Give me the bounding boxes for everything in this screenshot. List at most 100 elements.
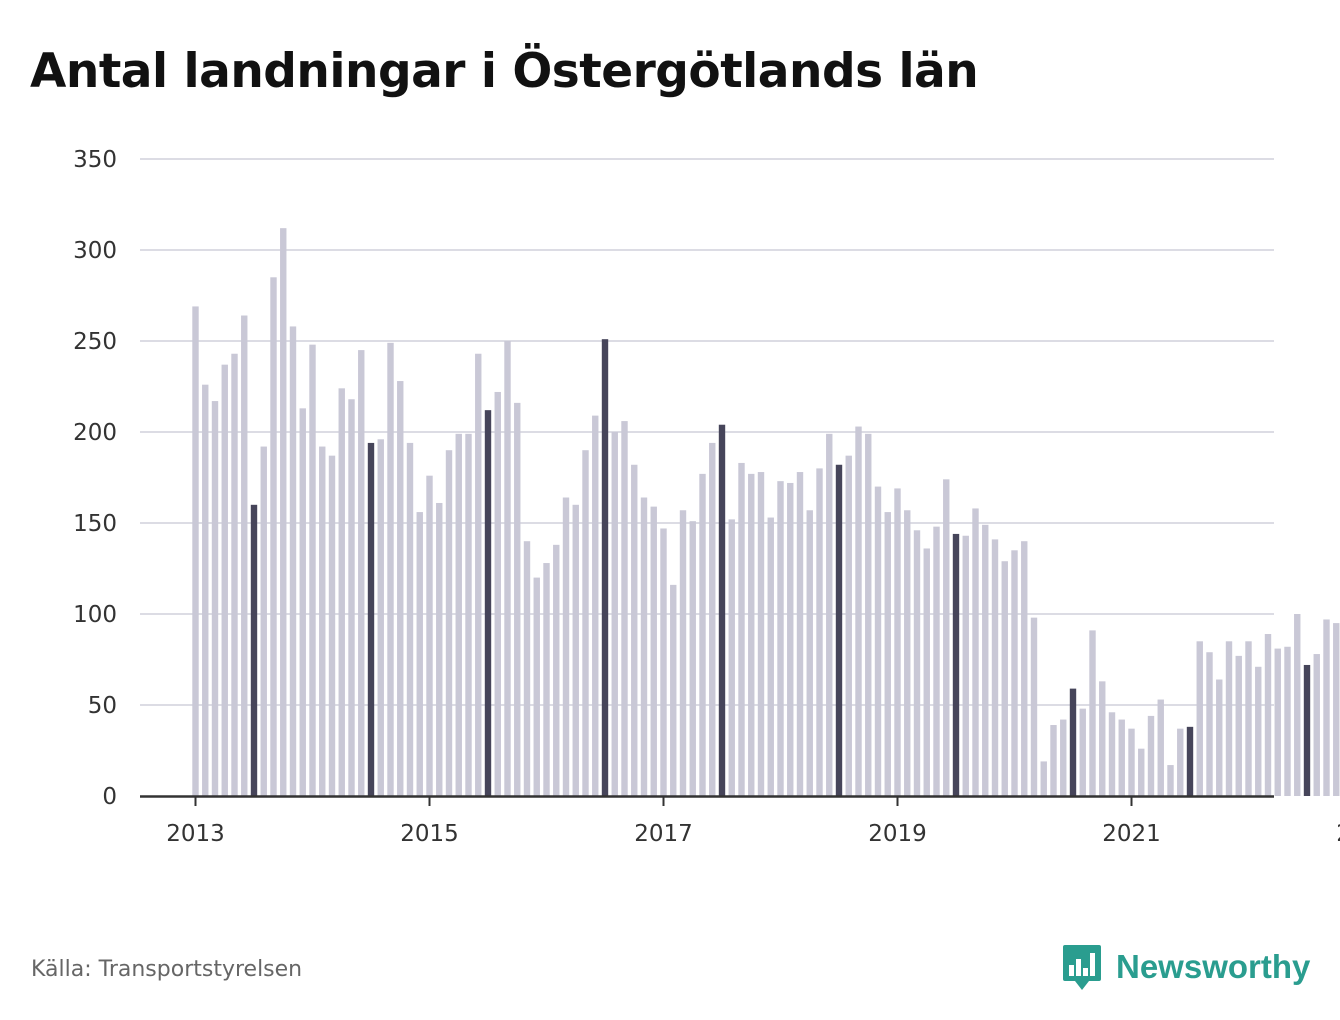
bar (289, 326, 297, 796)
bar (1001, 561, 1008, 796)
bar (592, 415, 599, 796)
brand-name: Newsworthy (1116, 948, 1311, 985)
bar (1089, 630, 1096, 796)
bar (562, 497, 570, 796)
bar (299, 408, 306, 796)
bar (1196, 641, 1203, 796)
bar (328, 455, 336, 796)
bar (738, 462, 745, 796)
y-tick-label: 250 (73, 329, 117, 355)
source-note: Källa: Transportstyrelsen (31, 957, 303, 982)
bar (1313, 654, 1320, 796)
bar (309, 344, 316, 796)
bar (826, 433, 833, 796)
bar (611, 432, 618, 796)
bar (660, 528, 667, 796)
bar (1167, 765, 1174, 796)
y-axis-labels: 0 50 100 150 200 250 300 350 (73, 147, 117, 810)
bar (1138, 748, 1145, 796)
bar (270, 277, 277, 796)
bar (445, 450, 453, 796)
bar (348, 399, 355, 796)
bar (582, 450, 589, 796)
bar (718, 424, 726, 796)
bar (533, 577, 540, 796)
bar (1099, 681, 1106, 796)
bar (426, 475, 433, 796)
y-tick-label: 50 (88, 693, 117, 719)
bar (1118, 719, 1125, 796)
bar (709, 442, 716, 796)
bar (1060, 719, 1067, 796)
bar (933, 526, 940, 796)
bar (835, 464, 843, 796)
bar (1235, 655, 1242, 796)
bar (972, 508, 979, 796)
bar (952, 533, 960, 796)
bar (250, 504, 258, 796)
x-tick-label: 2021 (1102, 821, 1161, 847)
bar (1040, 761, 1047, 796)
bar (1255, 666, 1262, 796)
x-tick-label: 2019 (868, 821, 927, 847)
bar (1128, 728, 1135, 796)
bar (221, 364, 228, 796)
bar (767, 517, 774, 796)
bar (601, 339, 609, 796)
bar (1186, 726, 1194, 796)
x-axis: 2013 2015 2017 2019 2021 2023 (140, 795, 1340, 847)
bar (494, 391, 501, 796)
bar (982, 524, 989, 796)
bar (670, 584, 677, 796)
x-tick-label: 2013 (166, 821, 225, 847)
brand-logo: Newsworthy (1062, 942, 1310, 992)
bar (241, 315, 248, 796)
bar (202, 384, 209, 796)
y-tick-label: 0 (102, 784, 117, 810)
bar (1225, 641, 1233, 796)
bar (504, 341, 511, 796)
bar (1333, 623, 1340, 796)
bar (787, 482, 794, 796)
bar (943, 479, 950, 796)
y-tick-label: 150 (73, 511, 117, 537)
bar (1245, 641, 1252, 796)
bar (1177, 728, 1184, 796)
bar (484, 410, 492, 796)
bar (572, 504, 579, 796)
bar (748, 473, 755, 796)
y-tick-label: 300 (73, 238, 117, 264)
bar (338, 388, 345, 796)
bar (650, 506, 657, 796)
y-tick-label: 100 (73, 602, 117, 628)
bars (192, 228, 1340, 796)
bar (523, 541, 531, 796)
bar (689, 521, 696, 796)
bar (397, 381, 404, 796)
bar (631, 464, 638, 796)
bar (874, 486, 882, 796)
bar (991, 539, 999, 796)
bar (1274, 648, 1281, 796)
bar (406, 442, 414, 796)
bar (1157, 699, 1164, 796)
bar (1216, 679, 1223, 796)
x-tick-label: 2015 (400, 821, 459, 847)
bar (884, 512, 891, 796)
bar (553, 544, 560, 796)
bar (1206, 652, 1213, 796)
bar (1021, 541, 1028, 796)
bar (319, 446, 326, 796)
bar (699, 473, 706, 796)
bar (231, 353, 238, 796)
bar (455, 433, 462, 796)
bar (192, 306, 199, 796)
bar (962, 535, 969, 796)
x-tick-label: 2023 (1336, 821, 1340, 847)
bar (1294, 614, 1301, 796)
bar (1147, 715, 1155, 796)
bar (1264, 634, 1272, 796)
bar (904, 510, 911, 796)
bar (777, 481, 784, 796)
bar (358, 350, 365, 796)
